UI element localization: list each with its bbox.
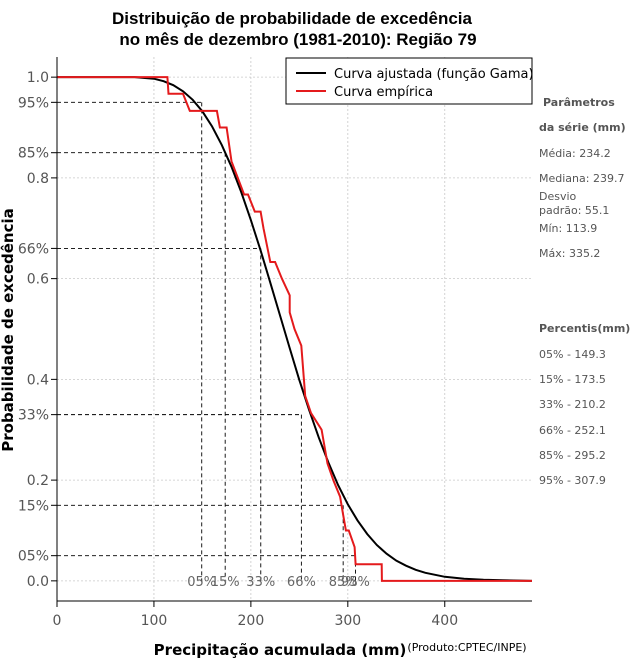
param-mediana: Mediana: 239.7 <box>539 172 625 185</box>
y-tick-label: 0.4 <box>27 372 49 388</box>
percentile-guide-label: 05% <box>187 575 216 590</box>
y-tick-label: 05% <box>18 549 49 565</box>
percentile-guide-label: 15% <box>211 575 240 590</box>
percentile-guide-label: 85% <box>329 575 358 590</box>
params-title-2: da série (mm) <box>539 121 626 134</box>
y-tick-label: 85% <box>18 146 49 162</box>
credit-label: (Produto:CPTEC/INPE) <box>407 641 526 654</box>
y-tick-label: 1.0 <box>27 70 49 86</box>
percentile-guide-label: 66% <box>287 575 316 590</box>
legend-label-empirical: Curva empírica <box>334 85 433 100</box>
percentis-title: Percentis(mm) <box>539 322 631 335</box>
x-tick-label: 300 <box>334 613 361 629</box>
x-axis-label: Precipitação acumulada (mm) <box>154 641 407 659</box>
param-max: Máx: 335.2 <box>539 247 601 260</box>
chart-title: Distribuição de probabilidade de excedên… <box>112 9 477 49</box>
legend: Curva ajustada (função Gama) Curva empír… <box>285 57 534 105</box>
x-tick-label: 100 <box>141 613 168 629</box>
param-desvio-1: Desvio <box>539 190 577 203</box>
y-axis-label: Probabilidade de excedência <box>0 208 17 452</box>
percentil-33: 33% - 210.2 <box>539 398 606 411</box>
percentil-05: 05% - 149.3 <box>539 348 606 361</box>
y-tick-label: 15% <box>18 498 49 514</box>
x-tick-label: 200 <box>238 613 265 629</box>
legend-label-fitted: Curva ajustada (função Gama) <box>334 67 534 82</box>
y-tick-label: 33% <box>18 408 49 424</box>
percentil-85: 85% - 295.2 <box>539 449 606 462</box>
axes: 0 100 200 300 4000.005%15%0.233%0.40.666%0.8… <box>18 57 532 629</box>
chart-title-line-2: no mês de dezembro (1981-2010): Região 7… <box>119 30 476 49</box>
y-tick-label: 0.8 <box>27 171 49 187</box>
param-min: Mín: 113.9 <box>539 222 598 235</box>
percentile-guides: 05%15% 33% 66% 85%95% <box>57 101 370 590</box>
percentil-15: 15% - 173.5 <box>539 373 606 386</box>
legend-box <box>285 57 533 105</box>
percentil-66: 66% - 252.1 <box>539 424 606 437</box>
chart-title-line-1: Distribuição de probabilidade de excedên… <box>112 9 472 28</box>
x-tick-label: 0 <box>53 613 62 629</box>
empirical-curve <box>57 76 532 582</box>
y-tick-label: 0.0 <box>27 574 49 590</box>
percentil-95: 95% - 307.9 <box>539 474 606 487</box>
percentile-guide-label: 95% <box>341 575 370 590</box>
percentile-guide-label: 33% <box>246 575 275 590</box>
y-tick-label: 95% <box>18 95 49 111</box>
params-title-1: Parâmetros <box>543 96 615 109</box>
y-tick-label: 0.6 <box>27 272 49 288</box>
param-media: Média: 234.2 <box>539 147 611 160</box>
x-tick-label: 400 <box>431 613 458 629</box>
y-tick-label: 66% <box>18 241 49 257</box>
series-lines <box>57 76 533 582</box>
y-tick-label: 0.2 <box>27 473 49 489</box>
param-desvio-2: padrão: 55.1 <box>539 204 610 217</box>
